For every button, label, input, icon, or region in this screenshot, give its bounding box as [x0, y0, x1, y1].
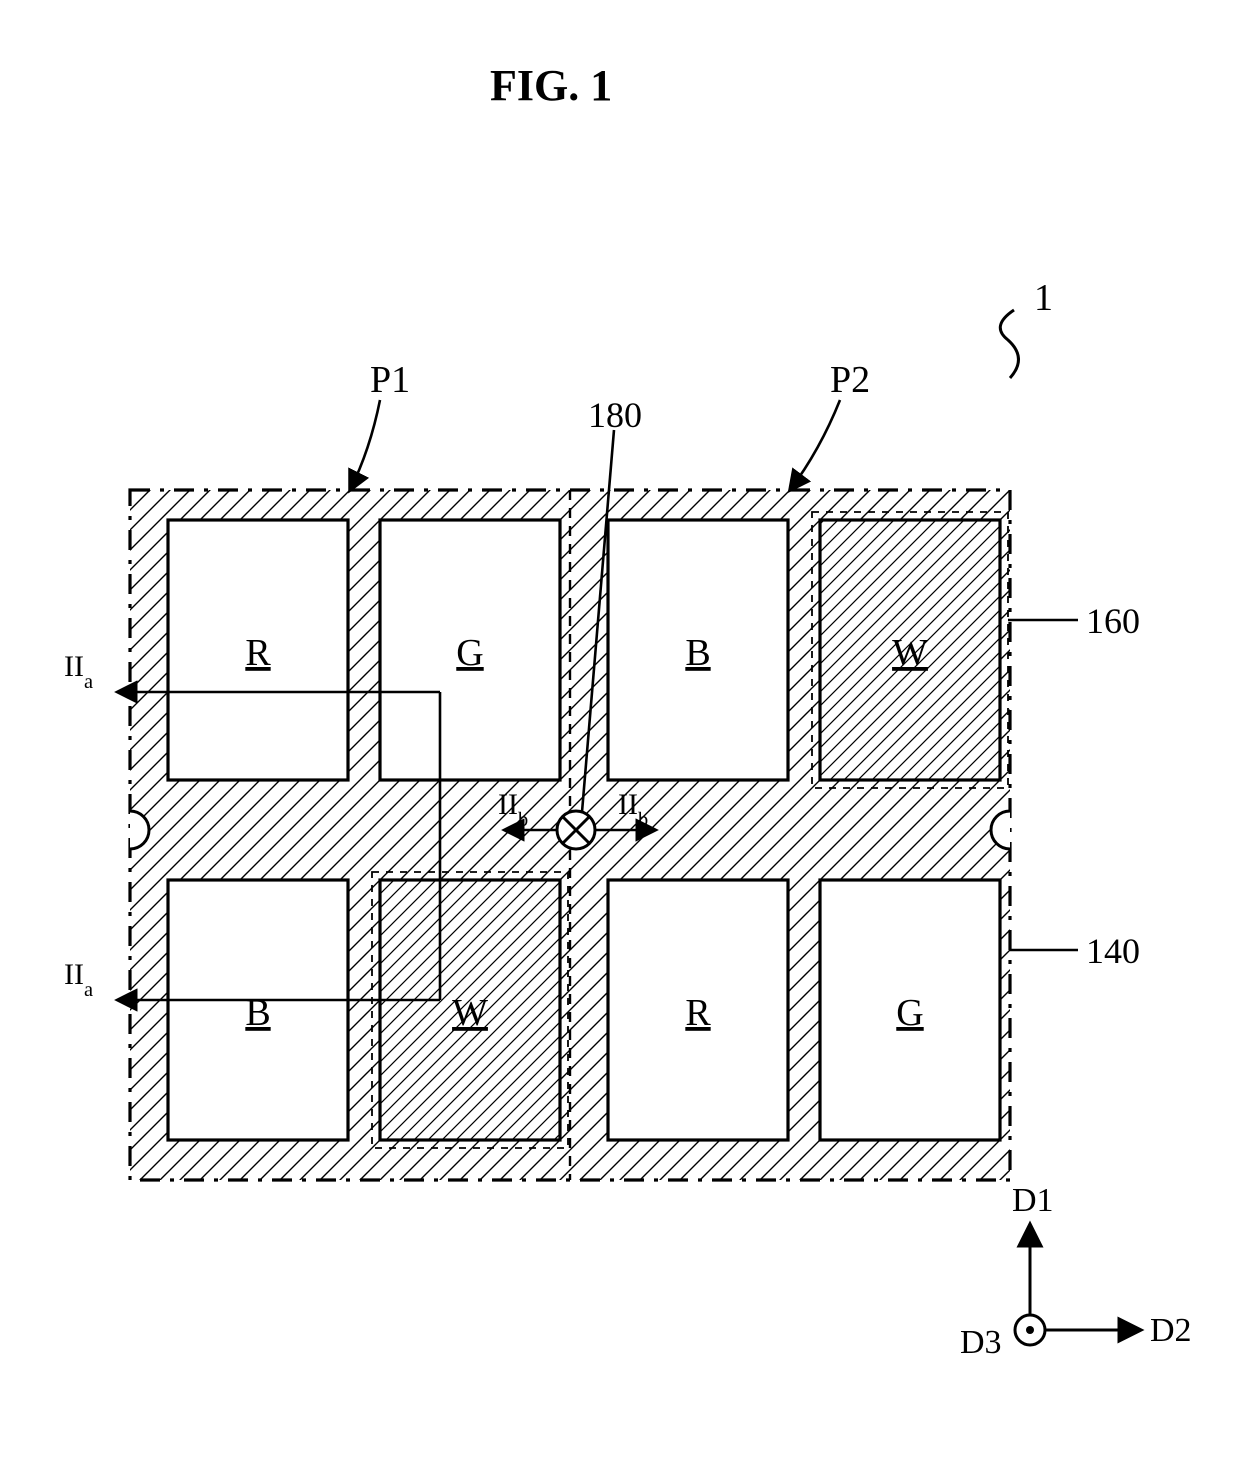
- label-ref1: 1: [1034, 276, 1053, 320]
- svg-text:B: B: [685, 632, 710, 674]
- label-IIa-bottom: IIa: [64, 958, 93, 997]
- spacer-180: [557, 811, 595, 849]
- label-ref180: 180: [588, 394, 642, 436]
- label-P2: P2: [830, 358, 870, 402]
- axes: [1015, 1225, 1140, 1345]
- svg-text:R: R: [685, 992, 711, 1034]
- label-D3: D3: [960, 1324, 1002, 1362]
- svg-text:G: G: [896, 992, 923, 1034]
- label-D1: D1: [1012, 1182, 1054, 1220]
- svg-text:G: G: [456, 632, 483, 674]
- page: FIG. 1: [0, 0, 1240, 1468]
- leader-1: [1000, 310, 1018, 378]
- svg-text:B: B: [245, 992, 270, 1034]
- svg-text:R: R: [245, 632, 271, 674]
- leader-P2: [790, 400, 840, 490]
- label-P1: P1: [370, 358, 410, 402]
- label-ref140: 140: [1086, 930, 1140, 972]
- label-IIb-left: IIb: [498, 788, 528, 827]
- svg-text:W: W: [452, 992, 488, 1034]
- label-IIb-right: IIb: [618, 788, 648, 827]
- diagram-svg: R G B W B W R G: [0, 0, 1240, 1468]
- label-ref160: 160: [1086, 600, 1140, 642]
- label-D2: D2: [1150, 1312, 1192, 1350]
- svg-text:W: W: [892, 632, 928, 674]
- leader-P1: [350, 400, 380, 490]
- label-IIa-top: IIa: [64, 650, 93, 689]
- figure-title: FIG. 1: [490, 60, 612, 111]
